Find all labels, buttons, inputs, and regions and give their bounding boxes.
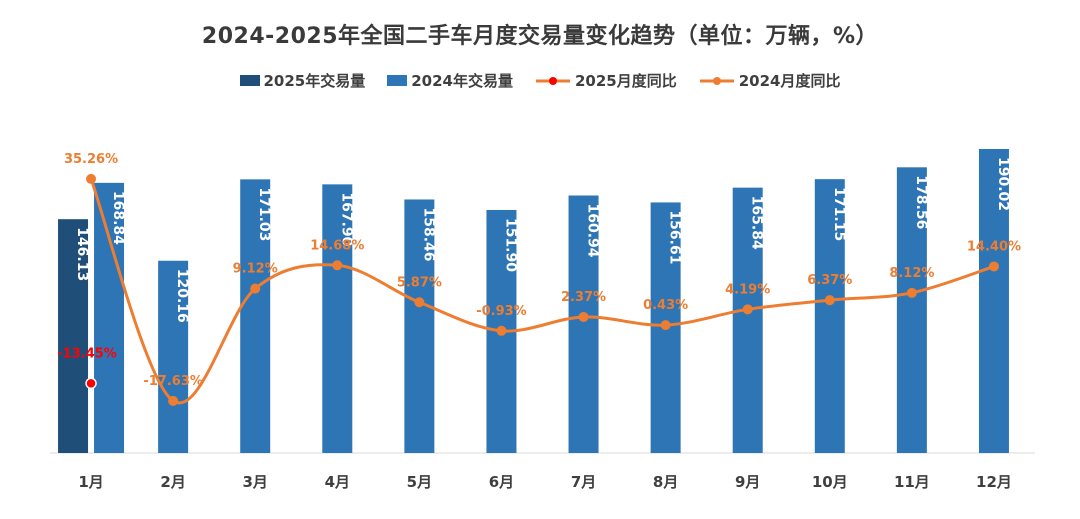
bar-2024-2 [158,260,189,453]
bar-label-2025-1: 146.13 [74,227,90,281]
legend-item-2024-yoy: 2024月度同比 [699,70,841,91]
point-label-2024-yoy-3: 9.12% [233,262,278,277]
x-tick-label-5: 5月 [407,473,432,491]
bar-2024-9 [732,187,763,453]
bar-label-2024-12: 190.02 [995,157,1011,211]
x-tick-label-8: 8月 [653,473,678,491]
point-label-2024-yoy-12: 14.40% [967,239,1021,254]
point-label-2024-yoy-7: 2.37% [561,290,606,305]
legend-swatch-2024-yoy [699,76,734,85]
x-tick-label-4: 4月 [325,473,350,491]
bar-label-2024-7: 160.94 [585,203,601,257]
bar-label-2024-10: 171.15 [831,187,847,241]
x-tick-label-3: 3月 [242,473,267,491]
point-2024-yoy-10 [824,295,835,306]
point-2024-yoy-11 [906,287,917,298]
point-label-2024-yoy-8: 0.43% [643,298,688,313]
point-2024-yoy-5 [414,297,425,308]
point-2024-yoy-2 [168,395,179,406]
legend-item-2025-volume: 2025年交易量 [239,70,366,91]
bar-2024-11 [896,167,927,453]
bar-label-2024-4: 167.90 [338,192,354,246]
point-label-2024-yoy-10: 6.37% [807,273,852,288]
point-label-2024-yoy-6: -0.93% [476,304,527,319]
bar-label-2024-11: 178.56 [913,175,929,229]
point-label-2024-yoy-2: -17.63% [143,374,203,389]
point-2024-yoy-1 [86,173,97,184]
point-label-2024-yoy-5: 5.87% [397,275,442,290]
point-label-2024-yoy-11: 8.12% [889,266,934,281]
legend-item-2025-yoy: 2025月度同比 [535,70,677,91]
bar-label-2024-1: 168.84 [110,191,126,245]
x-tick-label-9: 9月 [735,473,760,491]
x-tick-label-2: 2月 [160,473,185,491]
bar-label-2024-2: 120.16 [174,269,190,323]
bar-2024-5 [404,199,435,453]
chart-legend: 2025年交易量 2024年交易量 2025月度同比 2024月度同比 [0,70,1080,91]
bar-label-2024-8: 156.61 [667,210,683,264]
legend-swatch-2024-volume [387,75,408,86]
bar-2024-4 [322,184,353,454]
point-2024-yoy-12 [988,261,999,272]
point-2024-yoy-6 [496,325,507,336]
bar-2024-1 [94,182,125,453]
bar-label-2024-6: 151.90 [502,218,518,272]
x-tick-label-10: 10月 [812,473,848,491]
bar-2024-3 [240,179,271,454]
bar-2025-1 [58,219,89,453]
bar-2024-10 [814,179,845,453]
x-tick-label-12: 12月 [976,473,1012,491]
legend-label-2025-volume: 2025年交易量 [263,72,366,90]
bar-2024-12 [978,148,1009,453]
point-2025-yoy-1 [85,377,97,390]
chart-title: 2024-2025年全国二手车月度交易量变化趋势（单位：万辆，%） [201,24,879,49]
bar-label-2024-3: 171.03 [256,187,272,241]
legend-item-2024-volume: 2024年交易量 [387,70,513,91]
point-2024-yoy-9 [742,304,753,315]
point-2024-yoy-7 [578,311,589,322]
point-2024-yoy-8 [660,320,671,331]
x-tick-label-6: 6月 [489,473,514,491]
x-tick-label-7: 7月 [571,473,596,491]
point-label-2024-yoy-9: 4.19% [725,282,770,297]
legend-swatch-2025-volume [239,75,260,86]
legend-label-2024-yoy: 2024月度同比 [738,72,841,90]
point-label-2024-yoy-1: 35.26% [64,152,118,167]
legend-label-2024-volume: 2024年交易量 [411,72,513,90]
point-label-2025-yoy-1: -13.45% [57,346,117,361]
x-tick-label-1: 1月 [78,473,103,491]
point-2024-yoy-4 [332,260,343,271]
bar-2024-7 [568,195,599,453]
legend-swatch-2025-yoy [536,76,570,85]
bar-label-2024-5: 158.46 [420,207,436,261]
bar-label-2024-9: 165.84 [749,196,765,250]
line-2024-yoy [89,178,995,405]
point-2024-yoy-3 [250,283,261,294]
point-label-2024-yoy-4: 14.68% [310,238,364,253]
x-tick-label-11: 11月 [894,473,930,491]
legend-label-2025-yoy: 2025月度同比 [575,72,677,90]
